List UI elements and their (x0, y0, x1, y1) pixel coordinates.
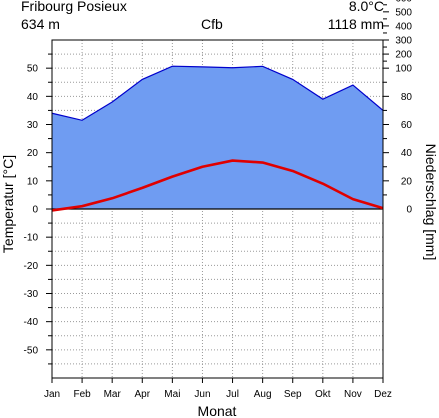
precipitation-tick-label: 600 (395, 0, 412, 4)
month-tick-label: Jun (194, 389, 210, 400)
annual-mean-temperature: 8.0°C (348, 0, 384, 14)
month-tick-label: Mar (104, 389, 122, 400)
precipitation-tick-label: 40 (401, 148, 413, 159)
month-tick-label: Sep (284, 389, 302, 400)
station-elevation: 634 m (21, 16, 60, 32)
temperature-tick-label: -40 (24, 317, 39, 328)
precipitation-tick-label: 500 (395, 7, 412, 18)
y-axis-title-left: Temperatur [°C] (0, 155, 16, 253)
precipitation-tick-label: 20 (401, 176, 413, 187)
precipitation-tick-label: 100 (395, 64, 412, 75)
month-tick-label: Dez (374, 389, 392, 400)
precipitation-tick-label: 400 (395, 21, 412, 32)
temperature-tick-label: -20 (24, 261, 39, 272)
temperature-tick-label: -30 (24, 289, 39, 300)
annual-precipitation: 1118 mm (327, 16, 384, 32)
month-tick-label: Okt (315, 389, 331, 400)
precipitation-axis: 020406080100200300400500600700800900 (383, 0, 412, 216)
precipitation-tick-label: 60 (401, 120, 413, 131)
temperature-axis: -50 -40 -30 -20 -10 0 10 20 30 40 50 (24, 53, 52, 365)
temperature-tick-label: -10 (24, 233, 39, 244)
precipitation-tick-label: 300 (395, 36, 412, 47)
temperature-tick-label: 0 (32, 205, 38, 216)
month-tick-label: Mai (164, 389, 180, 400)
precipitation-tick-label: 0 (406, 205, 412, 216)
month-tick-label: Jan (44, 389, 60, 400)
temperature-tick-label: 50 (27, 64, 39, 75)
precipitation-tick-label: 80 (401, 92, 413, 103)
month-tick-label: Jul (226, 389, 239, 400)
station-name: Fribourg Posieux (21, 0, 127, 14)
x-axis-title: Monat (198, 403, 237, 418)
temperature-tick-label: -50 (24, 345, 39, 356)
y-axis-title-right: Niederschlag [mm] (423, 144, 439, 261)
temperature-tick-label: 40 (27, 92, 39, 103)
precipitation-tick-label: 200 (395, 50, 412, 61)
temperature-tick-label: 30 (27, 120, 39, 131)
month-axis: Jan Feb Mar Apr Mai Jun Jul Aug Sep Okt Nov Dez (44, 378, 392, 400)
month-tick-label: Feb (73, 389, 91, 400)
climate-classification: Cfb (201, 16, 223, 32)
month-tick-label: Aug (254, 389, 272, 400)
temperature-line (51, 159, 384, 212)
month-tick-label: Apr (134, 389, 150, 400)
temperature-tick-label: 20 (27, 148, 39, 159)
precipitation-area (52, 66, 383, 209)
temperature-tick-label: 10 (27, 176, 39, 187)
precipitation-line (51, 65, 384, 121)
month-tick-label: Nov (344, 389, 362, 400)
